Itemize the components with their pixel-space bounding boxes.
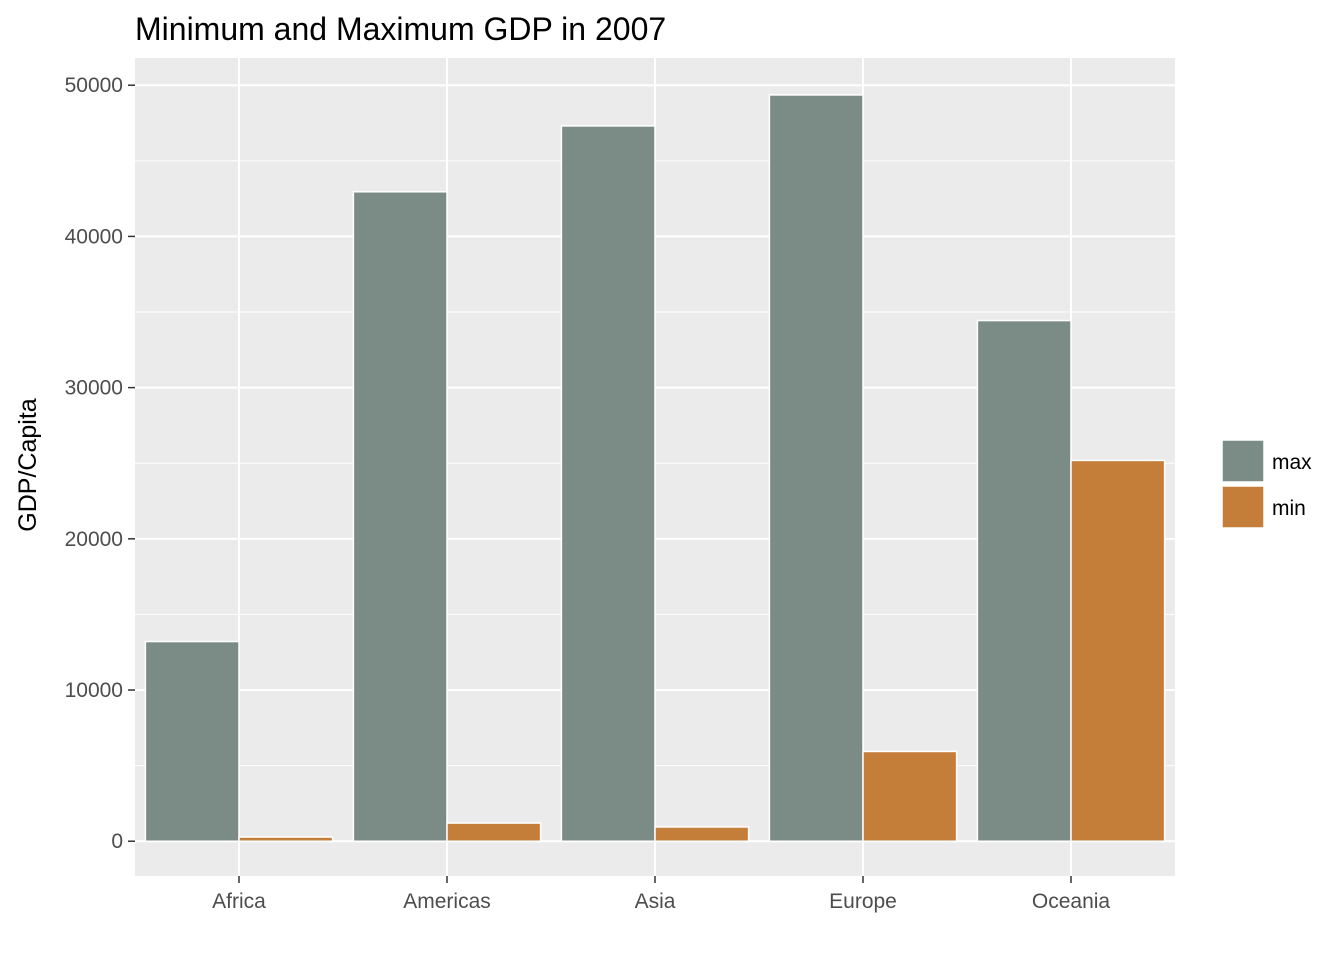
legend-key-min — [1221, 485, 1265, 529]
x-tick-label: Europe — [829, 890, 897, 913]
chart-title: Minimum and Maximum GDP in 2007 — [135, 11, 666, 47]
y-tick-label: 40000 — [65, 225, 123, 248]
x-tick-label: Americas — [403, 890, 491, 913]
y-axis-ticks: 0 10000 20000 30000 40000 50000 — [65, 74, 135, 853]
y-tick-label: 0 — [111, 830, 123, 853]
legend-label-min: min — [1272, 497, 1306, 520]
y-tick-label: 30000 — [65, 377, 123, 400]
bar-min-africa — [238, 836, 334, 842]
bars-layer — [144, 94, 1166, 842]
bar-min-europe — [862, 750, 958, 842]
bar-max-asia — [560, 125, 656, 842]
x-tick-label: Africa — [212, 890, 266, 913]
bar-min-asia — [654, 826, 750, 842]
y-axis-title: GDP/Capita — [14, 398, 42, 531]
bar-max-oceania — [976, 319, 1072, 842]
y-tick-label: 10000 — [65, 679, 123, 702]
legend-key-max — [1221, 439, 1265, 483]
legend-label-max: max — [1272, 451, 1312, 474]
x-tick-label: Oceania — [1032, 890, 1111, 913]
legend: max min — [1221, 439, 1312, 529]
x-tick-label: Asia — [635, 890, 676, 913]
bar-max-americas — [352, 191, 448, 842]
y-tick-label: 20000 — [65, 528, 123, 551]
x-axis-ticks: Africa Americas Asia Europe Oceania — [212, 876, 1110, 913]
bar-min-oceania — [1070, 459, 1166, 842]
y-tick-label: 50000 — [65, 74, 123, 97]
bar-max-europe — [768, 94, 864, 842]
bar-min-americas — [446, 822, 542, 842]
bar-max-africa — [144, 640, 240, 842]
